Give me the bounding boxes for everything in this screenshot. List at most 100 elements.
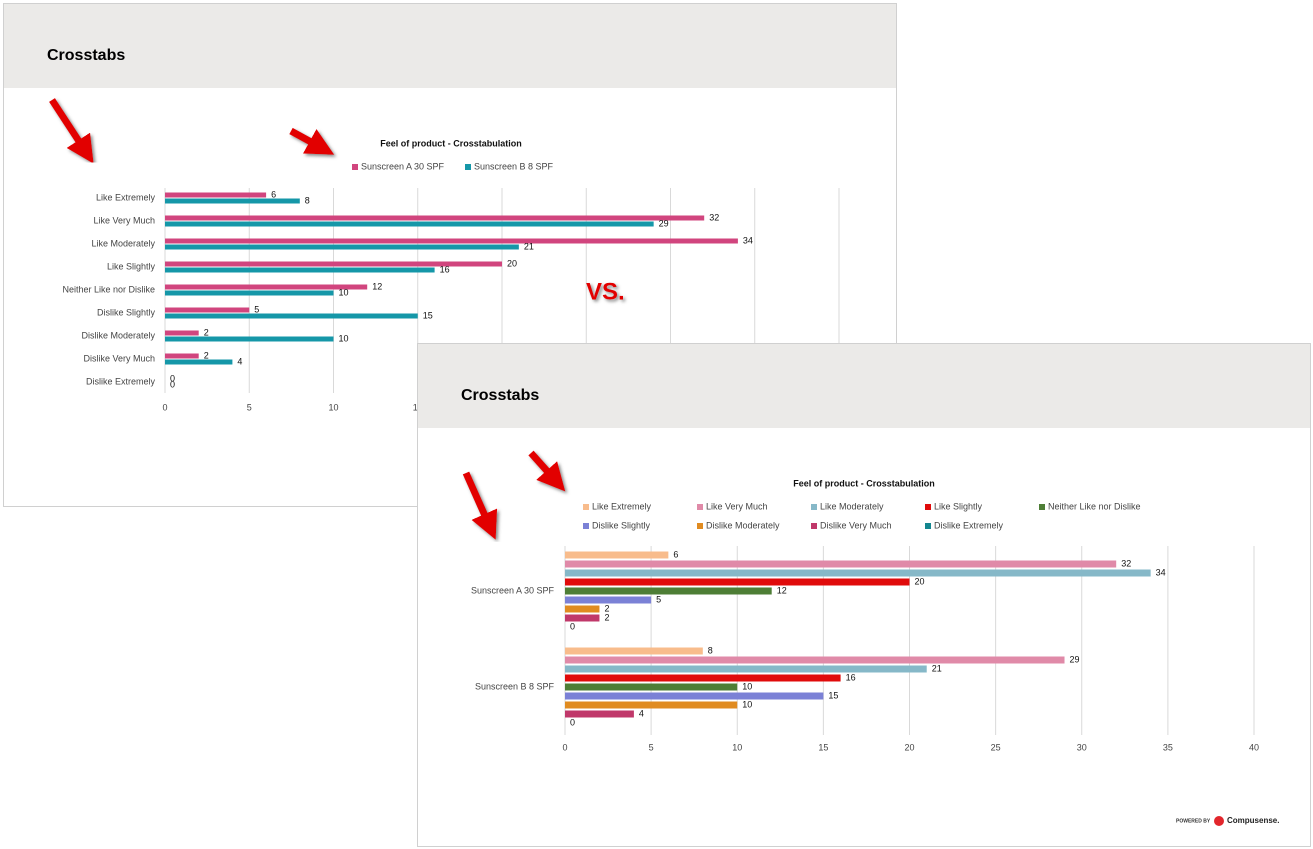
annotation-arrows: [49, 98, 335, 164]
legend-label: Sunscreen B 8 SPF: [474, 161, 554, 171]
category-label: Dislike Extremely: [86, 376, 156, 386]
data-label: 0: [170, 379, 175, 389]
x-tick-label: 10: [328, 402, 338, 412]
legend-label: Like Moderately: [820, 501, 884, 511]
bar: [165, 359, 233, 365]
data-label: 29: [1070, 654, 1080, 664]
powered-by: POWERED BY: [1176, 818, 1211, 824]
x-tick-label: 10: [732, 742, 742, 752]
data-label: 0: [170, 373, 175, 383]
bar: [165, 221, 654, 227]
legend-swatch: [925, 523, 931, 529]
legend-label: Like Slightly: [934, 501, 983, 511]
legend-swatch: [352, 164, 358, 170]
x-tick-label: 25: [991, 742, 1001, 752]
data-label: 12: [777, 585, 787, 595]
bar: [165, 238, 738, 244]
arrow: [528, 450, 566, 492]
data-label: 32: [1121, 558, 1131, 568]
bar: [565, 605, 600, 613]
bar: [165, 198, 300, 204]
bar: [565, 710, 634, 718]
x-tick-label: 15: [818, 742, 828, 752]
bar: [165, 261, 502, 267]
legend-label: Neither Like nor Dislike: [1048, 501, 1141, 511]
panel-title: Crosstabs: [47, 47, 125, 64]
data-label: 6: [673, 549, 678, 559]
bar: [165, 330, 199, 336]
data-label: 2: [204, 350, 209, 360]
bar: [565, 683, 738, 691]
data-label: 2: [204, 327, 209, 337]
data-label: 34: [743, 235, 753, 245]
data-label: 10: [742, 681, 752, 691]
legend-swatch: [811, 523, 817, 529]
legend-label: Like Extremely: [592, 501, 652, 511]
arrow: [49, 98, 94, 164]
data-label: 21: [932, 663, 942, 673]
legend-label: Sunscreen A 30 SPF: [361, 161, 445, 171]
legend-swatch: [697, 504, 703, 510]
category-label: Like Very Much: [93, 215, 155, 225]
data-label: 20: [507, 258, 517, 268]
data-label: 16: [440, 264, 450, 274]
legend-label: Dislike Extremely: [934, 520, 1004, 530]
data-label: 4: [639, 708, 644, 718]
bar: [565, 578, 910, 586]
category-label: Like Slightly: [107, 261, 156, 271]
data-label: 5: [254, 304, 259, 314]
bar: [565, 596, 652, 604]
data-label: 10: [742, 699, 752, 709]
category-label: Like Moderately: [91, 238, 155, 248]
bar: [565, 701, 738, 709]
legend-swatch: [583, 523, 589, 529]
bar: [165, 313, 418, 319]
panel-header: [418, 344, 1310, 428]
vs-label: VS.: [586, 278, 625, 305]
x-tick-label: 35: [1163, 742, 1173, 752]
chart-title: Feel of product - Crosstabulation: [793, 478, 935, 488]
data-label: 5: [656, 594, 661, 604]
data-label: 8: [305, 195, 310, 205]
data-label: 2: [604, 612, 609, 622]
bar: [565, 665, 927, 673]
data-label: 12: [372, 281, 382, 291]
panel-title: Crosstabs: [461, 387, 539, 404]
x-tick-label: 20: [904, 742, 914, 752]
x-tick-label: 40: [1249, 742, 1259, 752]
x-tick-label: 0: [562, 742, 567, 752]
panel: Crosstabs: [417, 343, 1311, 847]
bar: [565, 656, 1065, 664]
category-label: Dislike Moderately: [81, 330, 155, 340]
bar: [165, 284, 368, 290]
bar: [165, 307, 250, 313]
legend-swatch: [465, 164, 471, 170]
data-label: 15: [828, 690, 838, 700]
data-label: 10: [339, 333, 349, 343]
legend-label: Dislike Moderately: [706, 520, 780, 530]
chart-title: Feel of product - Crosstabulation: [380, 138, 522, 148]
bar: [165, 244, 519, 250]
legend-label: Dislike Slightly: [592, 520, 651, 530]
x-tick-label: 30: [1077, 742, 1087, 752]
bar: [565, 674, 841, 682]
bar: [565, 560, 1117, 568]
x-tick-label: 5: [247, 402, 252, 412]
legend-swatch: [697, 523, 703, 529]
arrow: [289, 127, 335, 155]
legend-label: Like Very Much: [706, 501, 768, 511]
bar: [165, 215, 705, 221]
legend-swatch: [1039, 504, 1045, 510]
brand: Compusense.: [1227, 816, 1279, 825]
data-label: 4: [237, 356, 242, 366]
data-label: 8: [708, 645, 713, 655]
x-tick-label: 5: [649, 742, 654, 752]
panel-header: [4, 4, 896, 88]
legend-swatch: [583, 504, 589, 510]
bar: [165, 267, 435, 273]
chart: Feel of product - Crosstabulation Like Ex…: [471, 478, 1259, 752]
category-label: Sunscreen A 30 SPF: [471, 585, 555, 595]
legend-swatch: [925, 504, 931, 510]
bar: [165, 336, 334, 342]
